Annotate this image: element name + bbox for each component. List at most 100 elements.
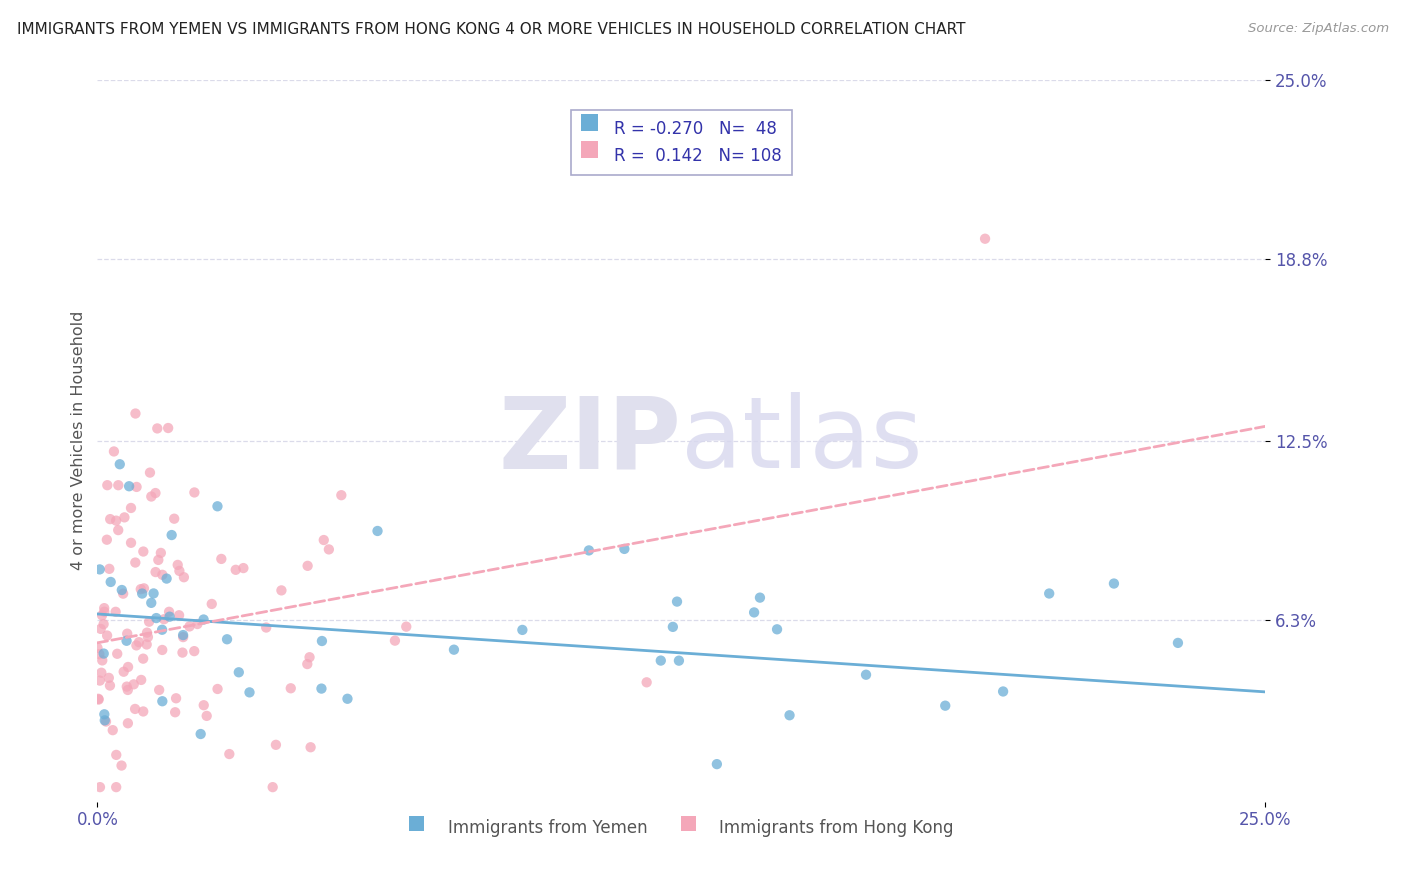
Point xyxy=(163,512,186,526)
Point xyxy=(311,634,333,648)
Y-axis label: 4 or more Vehicles in Household: 4 or more Vehicles in Household xyxy=(72,311,86,571)
Point xyxy=(766,622,789,636)
Point xyxy=(207,681,229,696)
Point xyxy=(145,486,167,500)
Point xyxy=(120,536,142,550)
Point xyxy=(90,622,112,636)
Point xyxy=(165,705,187,719)
Point xyxy=(167,608,190,623)
Point xyxy=(129,673,152,687)
Point xyxy=(93,707,115,722)
Point xyxy=(166,558,188,572)
Point xyxy=(93,617,115,632)
Point xyxy=(131,586,153,600)
Point xyxy=(117,716,139,731)
Point xyxy=(636,675,658,690)
Point xyxy=(172,646,194,660)
Point xyxy=(145,565,167,579)
Point xyxy=(98,679,121,693)
Point xyxy=(262,780,284,794)
Point xyxy=(141,596,163,610)
Point xyxy=(662,620,685,634)
Point xyxy=(336,691,359,706)
Point xyxy=(122,677,145,691)
Point xyxy=(128,635,150,649)
Point xyxy=(150,623,173,637)
Point xyxy=(117,682,139,697)
Point xyxy=(105,747,128,762)
Text: ZIP: ZIP xyxy=(499,392,682,490)
Point xyxy=(193,613,215,627)
Point xyxy=(129,582,152,596)
Point xyxy=(139,466,162,480)
Point xyxy=(195,709,218,723)
Text: IMMIGRANTS FROM YEMEN VS IMMIGRANTS FROM HONG KONG 4 OR MORE VEHICLES IN HOUSEHO: IMMIGRANTS FROM YEMEN VS IMMIGRANTS FROM… xyxy=(17,22,966,37)
Point xyxy=(103,444,125,458)
Point xyxy=(115,680,138,694)
Point xyxy=(111,582,134,597)
Point xyxy=(142,586,165,600)
Point xyxy=(150,694,173,708)
Point xyxy=(145,611,167,625)
Point xyxy=(228,665,250,680)
Point xyxy=(146,421,169,435)
Point xyxy=(120,500,142,515)
Point xyxy=(90,665,112,680)
Point xyxy=(132,651,155,665)
Point xyxy=(209,552,232,566)
Point xyxy=(132,544,155,558)
Point xyxy=(179,619,201,633)
Point xyxy=(96,478,118,492)
Point xyxy=(668,654,690,668)
Point xyxy=(934,698,956,713)
Point xyxy=(89,780,111,794)
Point xyxy=(270,583,292,598)
Point xyxy=(96,533,118,547)
Point xyxy=(193,698,215,713)
Point xyxy=(1167,636,1189,650)
Point xyxy=(264,738,287,752)
Point xyxy=(105,514,128,528)
Point xyxy=(512,623,534,637)
Point xyxy=(749,591,772,605)
Point xyxy=(136,630,159,644)
Point xyxy=(207,500,229,514)
Point xyxy=(706,757,728,772)
Point xyxy=(100,574,122,589)
Point xyxy=(974,232,997,246)
Point xyxy=(93,601,115,615)
Point xyxy=(330,488,353,502)
Point xyxy=(443,642,465,657)
Point xyxy=(153,612,176,626)
Point xyxy=(87,691,110,706)
Point xyxy=(94,714,117,728)
Point xyxy=(124,556,146,570)
Point xyxy=(613,541,636,556)
Point xyxy=(297,558,319,573)
Point xyxy=(367,524,389,538)
Point xyxy=(384,633,406,648)
Point xyxy=(114,510,136,524)
Point xyxy=(132,582,155,596)
Point xyxy=(779,708,801,723)
Point xyxy=(104,605,127,619)
Point xyxy=(150,643,173,657)
Point xyxy=(105,647,128,661)
Point xyxy=(1102,576,1125,591)
Point xyxy=(97,671,120,685)
Point xyxy=(124,702,146,716)
Point xyxy=(135,638,157,652)
Point xyxy=(225,563,247,577)
Point xyxy=(312,533,335,547)
Point xyxy=(94,714,117,729)
Point xyxy=(578,543,600,558)
Point xyxy=(311,681,333,696)
Point xyxy=(112,665,135,679)
Point xyxy=(87,692,110,706)
Point xyxy=(136,625,159,640)
Point xyxy=(395,620,418,634)
Point xyxy=(254,621,277,635)
Point xyxy=(159,609,181,624)
Point xyxy=(318,542,340,557)
Point xyxy=(169,564,191,578)
